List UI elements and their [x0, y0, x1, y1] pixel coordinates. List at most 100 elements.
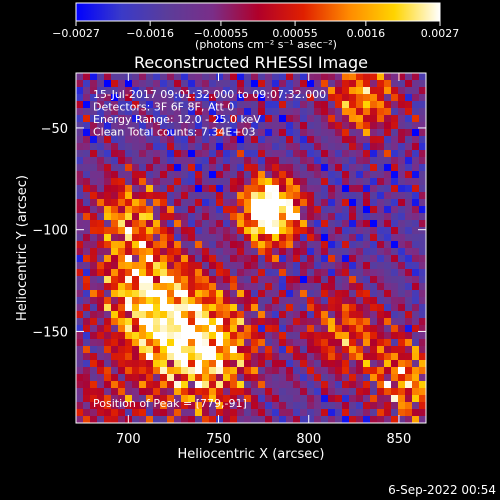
heatmap-cell — [195, 395, 203, 403]
heatmap-cell — [412, 311, 420, 319]
heatmap-cell — [223, 143, 231, 151]
heatmap-cell — [363, 227, 371, 235]
heatmap-cell — [370, 325, 378, 333]
heatmap-cell — [405, 206, 413, 214]
heatmap-cell — [398, 73, 406, 81]
heatmap-cell — [258, 73, 266, 81]
heatmap-cell — [216, 164, 224, 172]
heatmap-cell — [125, 304, 133, 312]
heatmap-cell — [237, 178, 245, 186]
heatmap-cell — [251, 185, 259, 193]
heatmap-cell — [153, 381, 161, 389]
heatmap-cell — [363, 220, 371, 228]
heatmap-cell — [377, 164, 385, 172]
heatmap-cell — [244, 332, 252, 340]
heatmap-cell — [377, 101, 385, 109]
heatmap-cell — [132, 304, 140, 312]
heatmap-cell — [90, 227, 98, 235]
heatmap-cell — [293, 206, 301, 214]
heatmap-cell — [244, 416, 252, 423]
heatmap-cell — [251, 199, 259, 207]
heatmap-cell — [279, 416, 287, 423]
heatmap-cell — [363, 283, 371, 291]
heatmap-cell — [132, 227, 140, 235]
heatmap-cell — [272, 311, 280, 319]
heatmap-cell — [419, 164, 426, 172]
heatmap-cell — [293, 227, 301, 235]
heatmap-cell — [146, 108, 154, 116]
heatmap-cell — [377, 115, 385, 123]
heatmap-cell — [167, 87, 175, 95]
heatmap-cell — [167, 129, 175, 137]
heatmap-cell — [118, 185, 126, 193]
heatmap-cell — [419, 395, 426, 403]
heatmap-cell — [153, 227, 161, 235]
heatmap-cell — [286, 255, 294, 263]
heatmap-cell — [272, 353, 280, 361]
heatmap-cell — [97, 164, 105, 172]
heatmap-cell — [293, 367, 301, 375]
heatmap-cell — [335, 94, 343, 102]
heatmap-cell — [125, 325, 133, 333]
heatmap-cell — [314, 367, 322, 375]
heatmap-cell — [342, 276, 350, 284]
heatmap-cell — [321, 269, 329, 277]
heatmap-cell — [314, 311, 322, 319]
heatmap-cell — [230, 290, 238, 298]
heatmap-cell — [272, 129, 280, 137]
heatmap-cell — [244, 150, 252, 158]
heatmap-cell — [216, 122, 224, 130]
heatmap-cell — [139, 108, 147, 116]
heatmap-cell — [384, 402, 392, 410]
heatmap-cell — [349, 108, 357, 116]
heatmap-cell — [237, 199, 245, 207]
heatmap-cell — [405, 136, 413, 144]
heatmap-cell — [377, 381, 385, 389]
heatmap-cell — [356, 402, 364, 410]
heatmap-cell — [419, 269, 426, 277]
heatmap-cell — [97, 248, 105, 256]
heatmap-cell — [286, 227, 294, 235]
heatmap-cell — [328, 136, 336, 144]
heatmap-cell — [111, 115, 119, 123]
heatmap-cell — [181, 87, 189, 95]
heatmap-cell — [195, 290, 203, 298]
heatmap-cell — [202, 339, 210, 347]
heatmap-cell — [384, 234, 392, 242]
heatmap-cell — [279, 108, 287, 116]
heatmap-cell — [377, 283, 385, 291]
heatmap-cell — [363, 101, 371, 109]
heatmap-cell — [202, 129, 210, 137]
heatmap-cell — [363, 297, 371, 305]
heatmap-cell — [83, 150, 91, 158]
heatmap-cell — [153, 395, 161, 403]
heatmap-cell — [335, 73, 343, 81]
heatmap-cell — [97, 381, 105, 389]
heatmap-cell — [258, 185, 266, 193]
heatmap-cell — [181, 157, 189, 165]
heatmap-cell — [223, 346, 231, 354]
heatmap-cell — [209, 192, 217, 200]
heatmap-cell — [412, 150, 420, 158]
heatmap-cell — [111, 255, 119, 263]
heatmap-cell — [97, 297, 105, 305]
heatmap-cell — [202, 143, 210, 151]
heatmap-cell — [90, 381, 98, 389]
heatmap-cell — [118, 276, 126, 284]
heatmap-cell — [419, 136, 426, 144]
heatmap-cell — [412, 185, 420, 193]
heatmap-cell — [391, 367, 399, 375]
heatmap-cell — [412, 276, 420, 284]
heatmap-cell — [146, 80, 154, 88]
heatmap-cell — [139, 122, 147, 130]
heatmap-cell — [349, 374, 357, 382]
heatmap-cell — [328, 234, 336, 242]
heatmap-cell — [398, 206, 406, 214]
heatmap-cell — [384, 290, 392, 298]
heatmap-cell — [90, 304, 98, 312]
heatmap-cell — [90, 297, 98, 305]
heatmap-cell — [279, 115, 287, 123]
heatmap-cell — [83, 164, 91, 172]
heatmap-cell — [111, 360, 119, 368]
heatmap-cell — [230, 129, 238, 137]
